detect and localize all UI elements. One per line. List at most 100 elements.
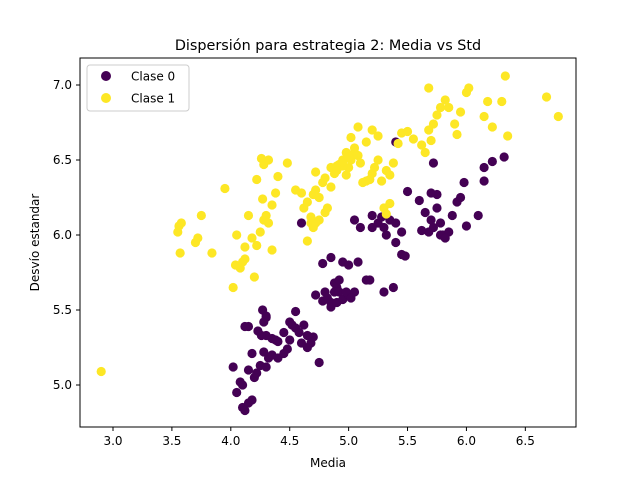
scatter-point-clase-1 <box>326 182 336 192</box>
scatter-point-clase-1 <box>311 185 321 195</box>
scatter-point-clase-1 <box>408 134 419 144</box>
scatter-point-clase-1 <box>349 143 360 153</box>
scatter-point-clase-1 <box>282 158 292 168</box>
scatter-point-clase-1 <box>435 102 446 113</box>
scatter-point-clase-1 <box>96 366 106 377</box>
scatter-point-clase-0 <box>240 321 250 332</box>
scatter-point-clase-0 <box>270 335 281 345</box>
scatter-point-clase-1 <box>487 122 497 132</box>
scatter-point-clase-0 <box>417 225 427 236</box>
points-layer <box>96 71 563 416</box>
legend-marker-clase-1 <box>101 93 111 103</box>
scatter-point-clase-1 <box>353 150 363 161</box>
scatter-point-clase-1 <box>263 218 274 228</box>
scatter-point-clase-1 <box>320 173 330 183</box>
x-tick-label: 6.5 <box>516 434 535 448</box>
x-tick-label: 3.0 <box>103 434 122 448</box>
scatter-point-clase-0 <box>334 287 344 297</box>
scatter-point-clase-0 <box>447 210 457 221</box>
scatter-point-clase-0 <box>346 293 356 303</box>
scatter-point-clase-0 <box>391 218 401 228</box>
scatter-point-clase-0 <box>353 257 363 267</box>
scatter-point-clase-1 <box>450 119 460 129</box>
scatter-point-clase-1 <box>273 171 283 182</box>
scatter-point-clase-0 <box>334 275 344 285</box>
scatter-point-clase-0 <box>261 311 271 321</box>
scatter-point-clase-0 <box>344 260 354 270</box>
scatter-point-clase-1 <box>497 96 507 107</box>
scatter-point-clase-0 <box>379 287 389 297</box>
plot-area-frame <box>79 57 577 428</box>
x-tick-label: 5.5 <box>398 434 417 448</box>
scatter-point-clase-1 <box>196 210 206 221</box>
scatter-point-clase-0 <box>499 152 509 162</box>
scatter-point-clase-0 <box>326 252 336 263</box>
scatter-point-clase-1 <box>267 200 277 210</box>
scatter-point-clase-0 <box>426 215 436 225</box>
scatter-point-clase-1 <box>228 282 238 293</box>
scatter-point-clase-1 <box>428 119 439 129</box>
scatter-point-clase-1 <box>417 140 427 150</box>
scatter-point-clase-1 <box>367 125 377 135</box>
scatter-point-clase-0 <box>461 221 472 231</box>
scatter-point-clase-1 <box>444 102 454 113</box>
legend-frame <box>86 64 190 112</box>
scatter-point-clase-1 <box>553 111 563 122</box>
scatter-point-clase-1 <box>500 71 510 81</box>
x-tick-label: 5.0 <box>339 434 358 448</box>
scatter-point-clase-0 <box>253 326 263 336</box>
scatter-point-clase-1 <box>270 188 281 198</box>
scatter-point-clase-0 <box>479 162 489 173</box>
scatter-point-clase-0 <box>400 251 410 261</box>
scatter-point-clase-0 <box>247 395 257 405</box>
scatter-point-clase-1 <box>306 212 316 222</box>
x-axis-label: Media <box>310 456 346 470</box>
x-tick-label: 4.0 <box>221 434 240 448</box>
scatter-point-clase-1 <box>361 137 371 147</box>
scatter-point-clase-1 <box>252 240 262 251</box>
scatter-point-clase-0 <box>311 290 321 300</box>
scatter-point-clase-1 <box>388 158 398 168</box>
x-tick-label: 4.5 <box>280 434 299 448</box>
scatter-point-clase-0 <box>367 210 377 221</box>
scatter-point-clase-0 <box>440 233 450 243</box>
scatter-point-clase-1 <box>332 165 342 176</box>
y-axis-label: Desvío estandar <box>28 194 42 292</box>
scatter-point-clase-0 <box>355 222 365 233</box>
scatter-point-clase-1 <box>255 227 265 237</box>
y-tick-label: 6.5 <box>53 153 72 167</box>
y-tick-label: 5.0 <box>53 378 72 392</box>
scatter-point-clase-1 <box>252 174 262 185</box>
scatter-point-clase-0 <box>397 227 407 237</box>
scatter-point-clase-0 <box>296 218 307 228</box>
scatter-point-clase-0 <box>299 320 309 330</box>
scatter-point-clase-1 <box>249 272 259 282</box>
scatter-point-clase-1 <box>479 111 489 122</box>
scatter-point-clase-1 <box>420 147 430 158</box>
scatter-point-clase-1 <box>452 129 462 140</box>
scatter-point-clase-1 <box>402 126 413 137</box>
scatter-point-clase-1 <box>261 210 271 221</box>
scatter-point-clase-1 <box>193 233 203 243</box>
scatter-point-clase-0 <box>428 158 439 168</box>
scatter-point-clase-1 <box>377 176 387 186</box>
legend: Clase 0 Clase 1 <box>86 64 190 112</box>
y-tick-label: 5.5 <box>53 303 72 317</box>
scatter-point-clase-1 <box>483 96 493 107</box>
scatter-point-clase-0 <box>479 176 489 186</box>
chart-title: Dispersión para estrategia 2: Media vs S… <box>175 38 481 54</box>
scatter-point-clase-0 <box>228 362 238 372</box>
y-axis: 5.0 5.5 6.0 6.5 7.0 <box>53 78 80 392</box>
scatter-point-clase-1 <box>314 192 324 203</box>
scatter-point-clase-0 <box>426 188 436 198</box>
scatter-point-clase-1 <box>175 248 185 258</box>
legend-marker-clase-0 <box>101 71 111 81</box>
scatter-point-clase-1 <box>440 95 450 105</box>
scatter-point-clase-0 <box>247 348 257 359</box>
scatter-point-clase-1 <box>426 135 436 146</box>
scatter-point-clase-1 <box>432 110 442 120</box>
scatter-point-clase-0 <box>381 230 391 240</box>
scatter-point-clase-1 <box>369 162 380 173</box>
scatter-point-clase-1 <box>263 155 274 165</box>
scatter-point-clase-1 <box>302 197 312 207</box>
